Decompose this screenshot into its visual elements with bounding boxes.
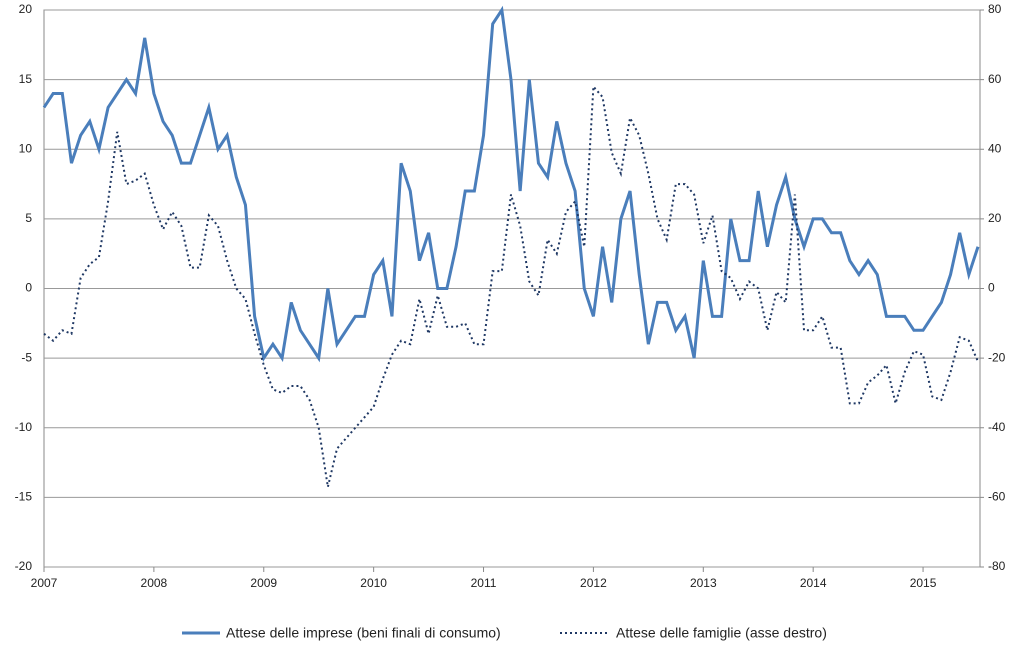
y2-tick-label: 60	[988, 72, 1002, 86]
y-tick-label: -15	[15, 490, 33, 504]
y2-tick-label: -80	[988, 559, 1006, 573]
line-series	[43, 84, 979, 488]
y-tick-label: -20	[15, 559, 33, 573]
y2-tick-label: -20	[988, 350, 1006, 364]
y2-tick-label: 80	[988, 2, 1002, 16]
legend: Attese delle imprese (beni finali di con…	[182, 625, 827, 641]
y2-tick-label: -40	[988, 420, 1006, 434]
x-tick-label: 2008	[141, 576, 168, 590]
x-tick-label: 2010	[360, 576, 387, 590]
legend-label: Attese delle imprese (beni finali di con…	[226, 625, 501, 641]
line-series	[42, 5, 980, 363]
x-tick-label: 2009	[250, 576, 277, 590]
x-tick-label: 2012	[580, 576, 607, 590]
x-tick-label: 2014	[800, 576, 827, 590]
y-tick-label: 15	[19, 72, 33, 86]
x-tick-label: 2011	[471, 576, 497, 590]
x-tick-label: 2007	[31, 576, 58, 590]
y-tick-label: 20	[19, 2, 33, 16]
y2-tick-label: 20	[988, 211, 1002, 225]
y2-tick-label: 40	[988, 141, 1002, 155]
y-tick-label: -5	[21, 350, 32, 364]
x-tick-label: 2013	[690, 576, 717, 590]
y-tick-label: 0	[25, 281, 32, 295]
y2-tick-label: -60	[988, 490, 1006, 504]
y-tick-label: 5	[25, 211, 32, 225]
legend-label: Attese delle famiglie (asse destro)	[616, 625, 827, 641]
y-tick-label: 10	[19, 141, 33, 155]
y2-tick-label: 0	[988, 281, 995, 295]
y-tick-label: -10	[15, 420, 33, 434]
x-tick-label: 2015	[910, 576, 937, 590]
